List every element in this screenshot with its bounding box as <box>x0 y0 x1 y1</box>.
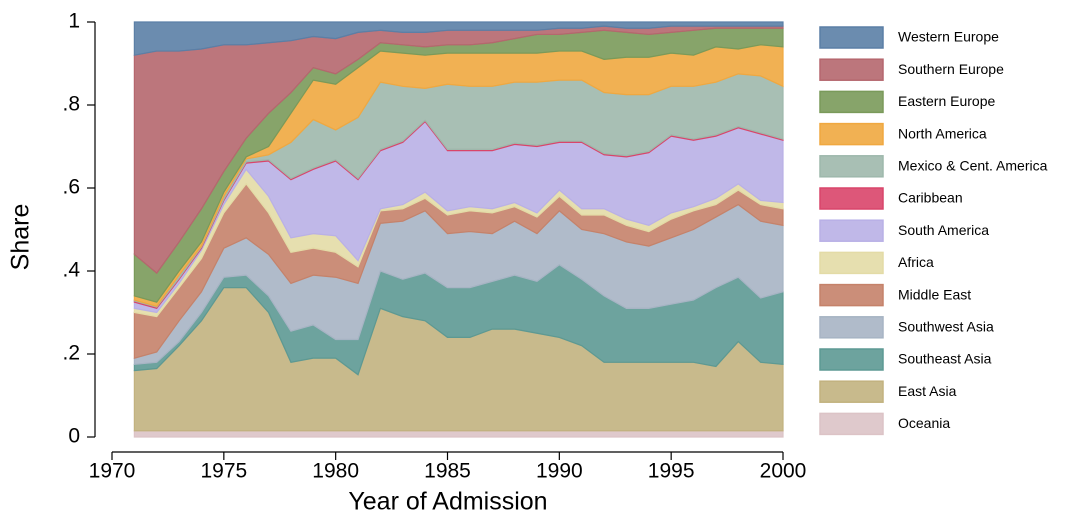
y-tick-label: 0 <box>68 425 80 448</box>
y-tick-label: .6 <box>62 176 80 199</box>
legend-label: North America <box>898 125 987 141</box>
legend-swatch <box>819 58 884 81</box>
y-tick-label: 1 <box>68 10 80 33</box>
legend-label: Southwest Asia <box>898 319 994 335</box>
legend-label: Oceania <box>898 415 950 431</box>
legend-label: Southeast Asia <box>898 351 992 367</box>
x-tick-label: 1990 <box>536 460 583 483</box>
legend-swatch <box>819 348 884 371</box>
legend-label: Western Europe <box>898 29 999 45</box>
legend-label: Africa <box>898 254 934 270</box>
legend-swatch <box>819 251 884 275</box>
legend-swatch <box>819 155 884 178</box>
legend-swatch <box>819 219 884 242</box>
y-axis-title: Share <box>7 204 35 271</box>
legend-swatch <box>819 26 884 49</box>
x-tick-label: 1985 <box>424 460 471 483</box>
y-tick-label: .8 <box>62 93 80 116</box>
area <box>133 21 784 56</box>
legend-label: Eastern Europe <box>898 93 995 109</box>
y-tick-label: .2 <box>62 342 80 365</box>
area <box>133 430 784 438</box>
x-tick-label: 1995 <box>648 460 695 483</box>
legend-swatch <box>819 122 884 146</box>
y-tick-label: .4 <box>62 259 80 282</box>
legend-label: Caribbean <box>898 190 963 206</box>
legend-swatch <box>819 412 884 436</box>
legend-swatch <box>819 316 884 339</box>
x-tick-label: 2000 <box>760 460 807 483</box>
legend-swatch <box>819 90 884 114</box>
x-tick-label: 1970 <box>89 460 136 483</box>
legend-swatch <box>819 187 884 210</box>
x-tick-label: 1980 <box>312 460 359 483</box>
legend-label: Middle East <box>898 286 971 302</box>
legend-label: Mexico & Cent. America <box>898 158 1048 174</box>
x-tick-label: 1975 <box>200 460 247 483</box>
legend-label: Southern Europe <box>898 61 1004 77</box>
legend-label: South America <box>898 222 989 238</box>
legend-swatch <box>819 283 884 307</box>
legend-swatch <box>819 380 884 403</box>
x-axis-title: Year of Admission <box>348 488 547 516</box>
legend-label: East Asia <box>898 383 957 399</box>
